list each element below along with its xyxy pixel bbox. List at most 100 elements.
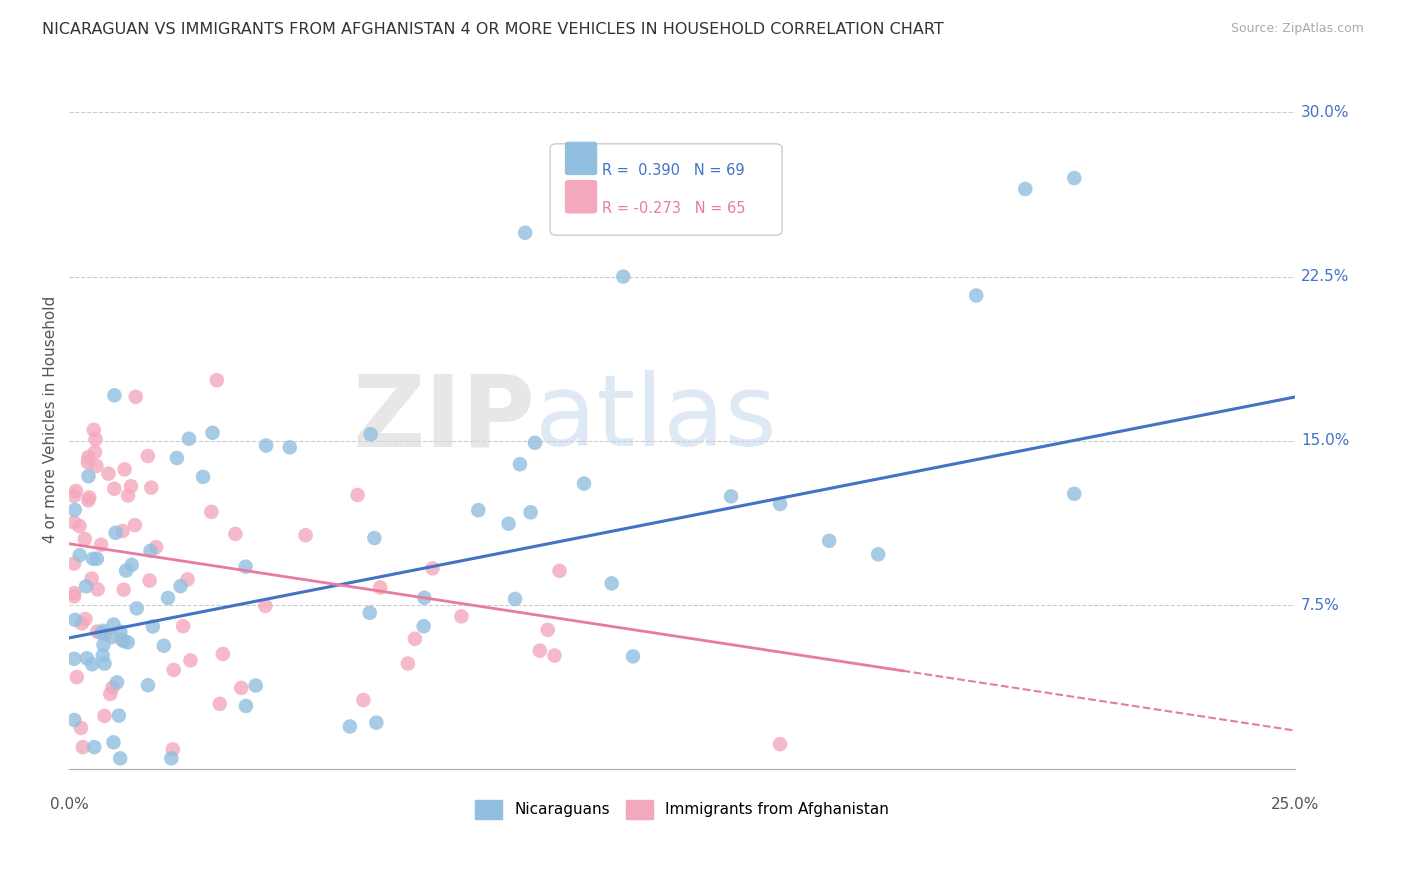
Point bbox=[191, 470, 214, 484]
Text: 7.5%: 7.5% bbox=[1301, 598, 1340, 613]
Point bbox=[1063, 487, 1085, 501]
Point bbox=[103, 482, 125, 496]
Point bbox=[509, 458, 531, 472]
Point bbox=[103, 735, 125, 749]
Point bbox=[450, 609, 472, 624]
Point bbox=[63, 489, 86, 503]
Point bbox=[93, 657, 115, 671]
Point bbox=[245, 679, 267, 693]
Point bbox=[1063, 171, 1085, 186]
Point bbox=[142, 619, 165, 633]
Point bbox=[115, 564, 138, 578]
Point bbox=[363, 531, 385, 545]
Point bbox=[117, 635, 139, 649]
Point bbox=[572, 476, 595, 491]
Point bbox=[136, 678, 159, 692]
Point bbox=[339, 719, 361, 733]
Point bbox=[77, 469, 100, 483]
Text: Source: ZipAtlas.com: Source: ZipAtlas.com bbox=[1230, 22, 1364, 36]
Point bbox=[90, 538, 112, 552]
Text: R =  0.390   N = 69: R = 0.390 N = 69 bbox=[602, 163, 745, 178]
Point bbox=[136, 449, 159, 463]
Point bbox=[114, 462, 136, 476]
Point bbox=[84, 432, 107, 446]
Point bbox=[965, 288, 987, 302]
Point bbox=[76, 455, 98, 469]
Point bbox=[548, 564, 571, 578]
Point bbox=[523, 435, 546, 450]
Point bbox=[254, 438, 277, 452]
Y-axis label: 4 or more Vehicles in Household: 4 or more Vehicles in Household bbox=[44, 295, 58, 542]
Point bbox=[91, 648, 114, 663]
Point bbox=[160, 751, 183, 765]
Point bbox=[76, 651, 98, 665]
Point bbox=[235, 698, 257, 713]
Text: R = -0.273   N = 65: R = -0.273 N = 65 bbox=[602, 201, 745, 216]
Point bbox=[69, 519, 91, 533]
Point bbox=[179, 653, 201, 667]
Text: NICARAGUAN VS IMMIGRANTS FROM AFGHANISTAN 4 OR MORE VEHICLES IN HOUSEHOLD CORREL: NICARAGUAN VS IMMIGRANTS FROM AFGHANISTA… bbox=[42, 22, 943, 37]
Point bbox=[98, 687, 121, 701]
Point bbox=[72, 740, 94, 755]
Point bbox=[212, 647, 235, 661]
Point bbox=[162, 742, 184, 756]
Point bbox=[141, 481, 163, 495]
Text: 15.0%: 15.0% bbox=[1301, 434, 1350, 449]
Point bbox=[83, 423, 105, 437]
Point bbox=[139, 544, 162, 558]
Point bbox=[63, 503, 86, 517]
Point bbox=[111, 632, 134, 647]
Point bbox=[201, 425, 224, 440]
Point bbox=[360, 427, 382, 442]
Point bbox=[413, 591, 436, 605]
Point bbox=[93, 638, 115, 652]
Point bbox=[108, 751, 131, 765]
Point bbox=[112, 582, 135, 597]
Point bbox=[84, 445, 107, 459]
Point bbox=[66, 670, 89, 684]
Point bbox=[166, 450, 188, 465]
Point bbox=[163, 663, 186, 677]
Point bbox=[422, 561, 444, 575]
Point bbox=[503, 591, 526, 606]
Point bbox=[82, 551, 104, 566]
Point bbox=[111, 524, 134, 538]
Point bbox=[231, 681, 253, 695]
Point bbox=[70, 721, 93, 735]
Point bbox=[529, 643, 551, 657]
Point bbox=[86, 582, 108, 597]
Point bbox=[73, 532, 96, 546]
Point bbox=[515, 226, 537, 240]
Text: 22.5%: 22.5% bbox=[1301, 269, 1350, 284]
Point bbox=[105, 675, 128, 690]
Point bbox=[103, 617, 125, 632]
Point bbox=[77, 491, 100, 505]
Point bbox=[63, 613, 86, 627]
Point bbox=[108, 708, 131, 723]
Point bbox=[254, 599, 277, 613]
Point bbox=[145, 540, 167, 554]
Point bbox=[63, 713, 86, 727]
Point bbox=[519, 505, 541, 519]
Point bbox=[75, 612, 97, 626]
Point bbox=[156, 591, 179, 605]
Point bbox=[86, 551, 108, 566]
Point bbox=[543, 648, 565, 663]
Point bbox=[138, 574, 160, 588]
Point bbox=[70, 616, 93, 631]
Point bbox=[1014, 182, 1036, 196]
Point bbox=[720, 489, 742, 503]
Point bbox=[80, 572, 103, 586]
Text: 0.0%: 0.0% bbox=[49, 797, 89, 813]
Point bbox=[124, 518, 146, 533]
Point bbox=[97, 467, 120, 481]
Point bbox=[200, 505, 222, 519]
Point bbox=[612, 269, 634, 284]
Text: 25.0%: 25.0% bbox=[1271, 797, 1319, 813]
Point bbox=[63, 586, 86, 600]
Point bbox=[101, 681, 124, 695]
Point bbox=[103, 388, 125, 402]
Point bbox=[75, 579, 97, 593]
Point bbox=[63, 557, 86, 571]
Point bbox=[112, 634, 135, 648]
